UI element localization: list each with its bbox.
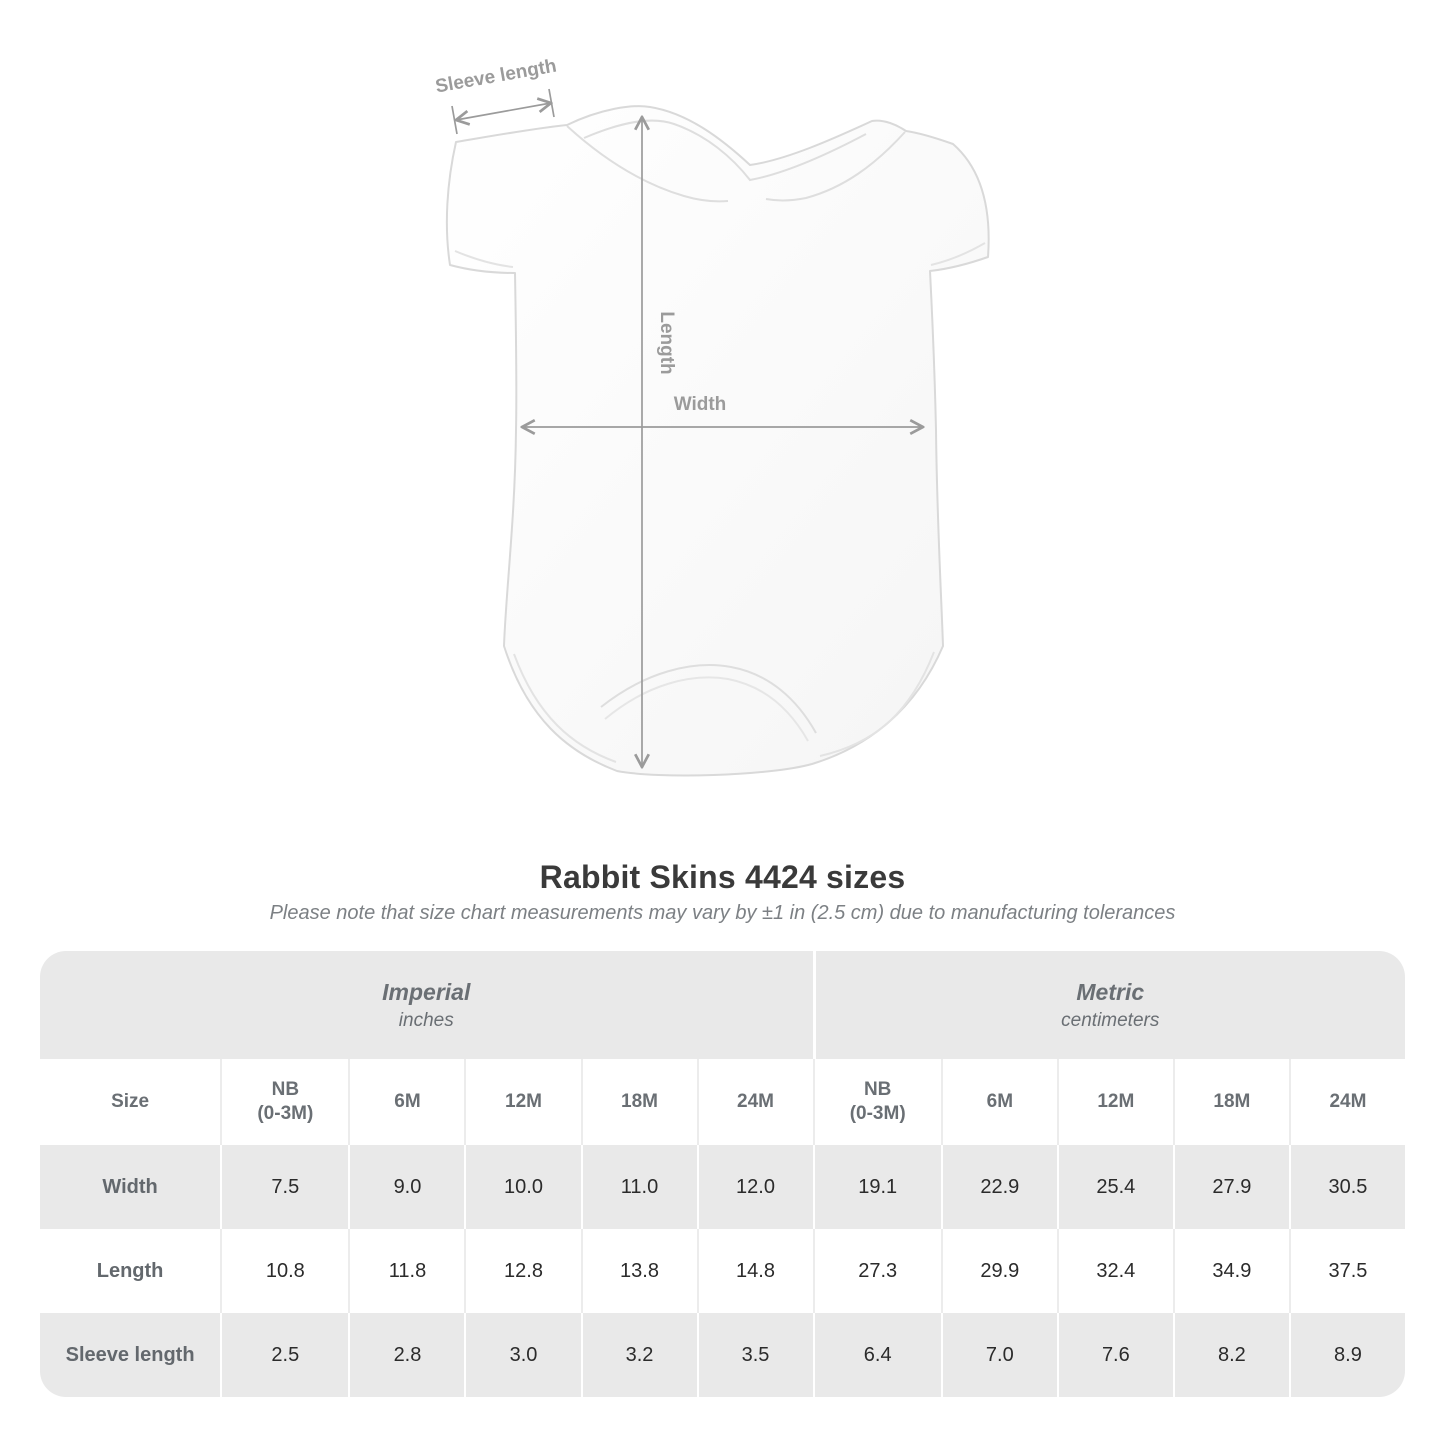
size-header-row: Size NB (0-3M) 6M 12M 18M 24M NB (0-3M) … [40, 1059, 1405, 1145]
width-metric-6m: 22.9 [940, 1145, 1057, 1229]
imperial-label: Imperial [382, 978, 471, 1005]
width-metric-24m: 30.5 [1288, 1145, 1405, 1229]
width-dim-label: Width [674, 394, 727, 415]
sleeve-imperial-6m: 2.8 [348, 1313, 465, 1397]
length-imperial-nb: 10.8 [220, 1229, 349, 1313]
left-leg-binding-seam [513, 653, 617, 763]
col-header-imperial-24m: 24M [696, 1059, 813, 1145]
left-sleeve-hem-seam [454, 250, 514, 268]
tolerance-note: Please note that size chart measurements… [269, 902, 1176, 924]
width-imperial-24m: 12.0 [696, 1145, 813, 1229]
col-header-metric-12m: 12M [1056, 1059, 1173, 1145]
width-imperial-18m: 11.0 [580, 1145, 697, 1229]
bodysuit-outline [445, 105, 990, 777]
size-chart-table: Imperial inches Metric centimeters Size … [40, 951, 1405, 1397]
table-row-length: Length 10.8 11.8 12.8 13.8 14.8 27.3 29.… [40, 1229, 1405, 1313]
metric-group-header: Metric centimeters [812, 951, 1405, 1059]
sleeve-imperial-18m: 3.2 [580, 1313, 697, 1397]
sleeve-length-dim-label: Sleeve length [434, 56, 558, 98]
length-metric-18m: 34.9 [1172, 1229, 1289, 1313]
sleeve-imperial-24m: 3.5 [696, 1313, 813, 1397]
unit-group-header-row: Imperial inches Metric centimeters [40, 951, 1405, 1059]
length-imperial-18m: 13.8 [580, 1229, 697, 1313]
sleeve-dimension-tick-right [548, 88, 555, 118]
width-imperial-nb: 7.5 [220, 1145, 349, 1229]
sleeve-metric-12m: 7.6 [1056, 1313, 1173, 1397]
length-metric-12m: 32.4 [1056, 1229, 1173, 1313]
col-header-metric-6m: 6M [940, 1059, 1057, 1145]
bodysuit-measurement-figure: Sleeve length Length Width [434, 56, 990, 777]
width-imperial-12m: 10.0 [464, 1145, 581, 1229]
sleeve-imperial-12m: 3.0 [464, 1313, 581, 1397]
right-envelope-flap-seam [765, 131, 906, 202]
length-imperial-24m: 14.8 [696, 1229, 813, 1313]
right-sleeve-hem-seam [930, 242, 986, 266]
imperial-unit-label: inches [398, 1009, 454, 1031]
length-dim-label: Length [656, 311, 677, 374]
col-header-imperial-nb: NB (0-3M) [220, 1059, 349, 1145]
width-imperial-6m: 9.0 [348, 1145, 465, 1229]
length-imperial-12m: 12.8 [464, 1229, 581, 1313]
sleeve-imperial-nb: 2.5 [220, 1313, 349, 1397]
sleeve-metric-nb: 6.4 [812, 1313, 941, 1397]
sleeve-metric-24m: 8.9 [1288, 1313, 1405, 1397]
width-metric-18m: 27.9 [1172, 1145, 1289, 1229]
metric-label: Metric [1076, 978, 1145, 1005]
sleeve-dimension-tick-left [451, 105, 458, 135]
width-metric-12m: 25.4 [1056, 1145, 1173, 1229]
imperial-group-header: Imperial inches [40, 951, 813, 1059]
col-header-metric-24m: 24M [1288, 1059, 1405, 1145]
col-header-metric-18m: 18M [1172, 1059, 1289, 1145]
size-column-header: Size [40, 1059, 221, 1145]
page-title: Rabbit Skins 4424 sizes [539, 859, 906, 895]
col-header-imperial-6m: 6M [348, 1059, 465, 1145]
sleeve-metric-6m: 7.0 [940, 1313, 1057, 1397]
table-row-width: Width 7.5 9.0 10.0 11.0 12.0 19.1 22.9 2… [40, 1145, 1405, 1229]
left-envelope-flap-seam [566, 125, 729, 203]
length-metric-24m: 37.5 [1288, 1229, 1405, 1313]
bodysuit-diagram: Sleeve length Length Width [434, 56, 990, 777]
row-label-width: Width [40, 1145, 221, 1229]
col-header-imperial-12m: 12M [464, 1059, 581, 1145]
table-row-sleeve-length: Sleeve length 2.5 2.8 3.0 3.2 3.5 6.4 7.… [40, 1313, 1405, 1397]
col-header-metric-nb: NB (0-3M) [812, 1059, 941, 1145]
length-metric-nb: 27.3 [812, 1229, 941, 1313]
sleeve-metric-18m: 8.2 [1172, 1313, 1289, 1397]
width-metric-nb: 19.1 [812, 1145, 941, 1229]
row-label-length: Length [40, 1229, 221, 1313]
right-leg-binding-seam [819, 651, 935, 757]
col-header-imperial-18m: 18M [580, 1059, 697, 1145]
length-metric-6m: 29.9 [940, 1229, 1057, 1313]
row-label-sleeve-length: Sleeve length [40, 1313, 221, 1397]
sleeve-dimension-arrow [456, 103, 551, 120]
length-imperial-6m: 11.8 [348, 1229, 465, 1313]
metric-unit-label: centimeters [1061, 1009, 1160, 1031]
